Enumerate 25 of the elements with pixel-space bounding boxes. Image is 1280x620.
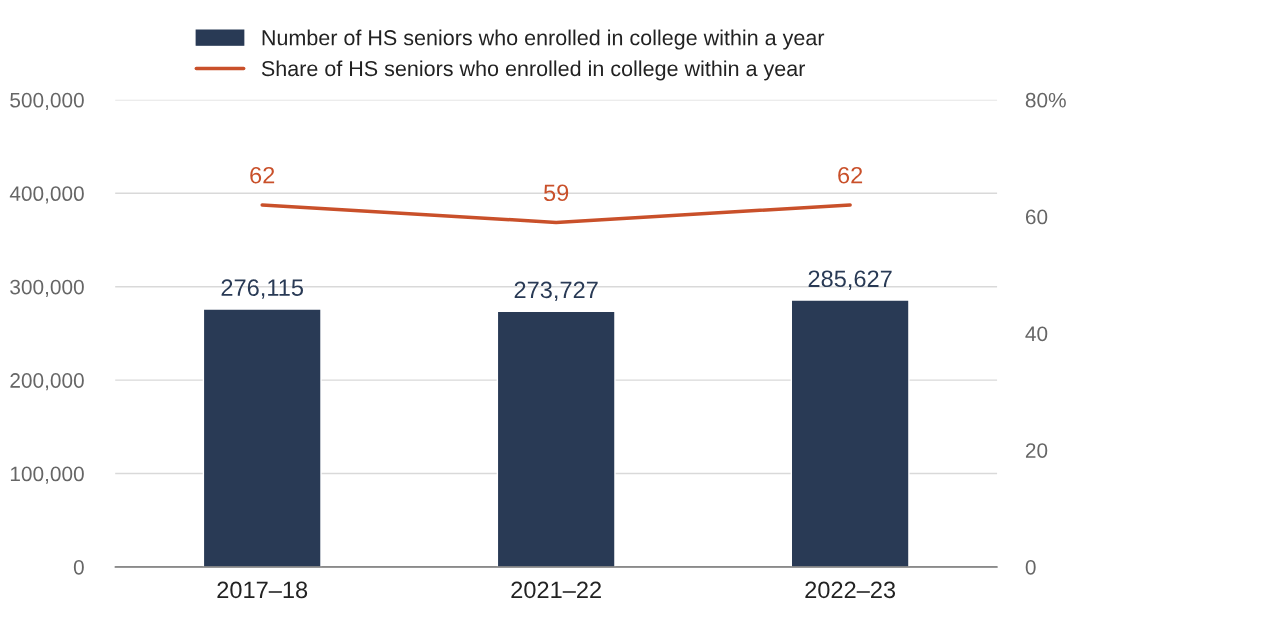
legend-label: Share of HS seniors who enrolled in college within a year xyxy=(261,60,806,81)
data-label: 276,115 xyxy=(221,279,303,299)
data-label: 59 xyxy=(543,184,569,202)
y2-tick-label: 80% xyxy=(1025,92,1066,108)
y-tick-label: 0 xyxy=(73,559,84,575)
y2-tick-label: 0 xyxy=(1025,559,1036,575)
y2-tick-label: 60 xyxy=(1025,209,1048,225)
bar xyxy=(202,308,322,567)
x-tick-label: 2017–18 xyxy=(217,581,308,599)
x-tick-label: 2021–22 xyxy=(511,581,601,599)
data-label: 62 xyxy=(838,166,863,184)
x-tick-label: 2022–23 xyxy=(805,581,896,599)
y2-tick-label: 40 xyxy=(1025,326,1048,342)
y-tick-label: 400,000 xyxy=(9,186,84,204)
bar xyxy=(790,299,910,567)
data-label: 62 xyxy=(250,166,275,184)
legend-label: Number of HS seniors who enrolled in college within a year xyxy=(262,29,825,50)
bar xyxy=(496,310,616,567)
data-label: 285,627 xyxy=(808,270,892,290)
y2-tick-label: 20 xyxy=(1025,443,1048,458)
data-label: 273,727 xyxy=(514,281,598,302)
y-tick-label: 100,000 xyxy=(10,466,84,484)
y-tick-label: 300,000 xyxy=(10,279,84,297)
y-tick-label: 500,000 xyxy=(10,92,84,111)
y-tick-label: 200,000 xyxy=(10,373,84,391)
